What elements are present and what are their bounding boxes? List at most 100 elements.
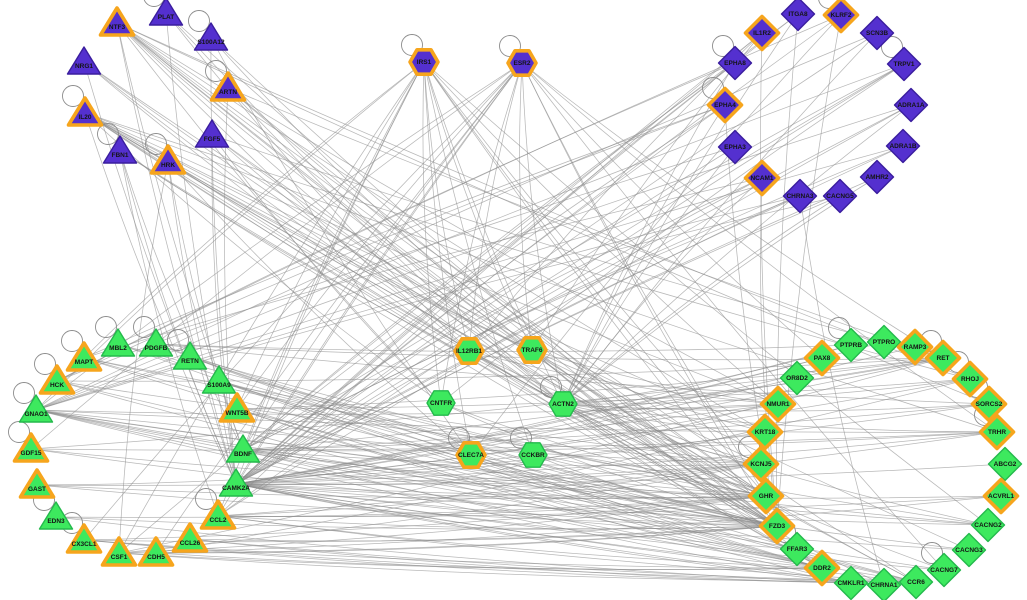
node-cntfr[interactable]: CNTFR (426, 390, 456, 416)
node-ntf3[interactable]: NTF3 (98, 6, 136, 37)
node-adra1b[interactable]: ADRA1B (885, 128, 921, 164)
diamond-shape (859, 15, 895, 51)
triangle-shape (193, 22, 229, 51)
node-gdf15[interactable]: GDF15 (12, 432, 50, 463)
node-edn3[interactable]: EDN3 (38, 501, 74, 530)
edge (242, 431, 998, 452)
edge (117, 343, 778, 527)
node-amhr2[interactable]: AMHR2 (859, 159, 895, 195)
edge (56, 62, 736, 382)
node-fgf5[interactable]: FGF5 (194, 119, 230, 148)
triangle-shape (225, 434, 261, 463)
node-cacng3[interactable]: CACNG3 (951, 532, 987, 568)
diamond-shape (706, 86, 744, 124)
diamond-shape (926, 552, 962, 588)
node-nrg1[interactable]: NRG1 (66, 46, 102, 75)
edge (242, 62, 523, 451)
node-epha3[interactable]: EPHA3 (717, 129, 753, 165)
triangle-shape (199, 499, 237, 530)
edge (242, 177, 763, 451)
edge (116, 22, 237, 485)
edge (470, 454, 778, 527)
edge (468, 62, 523, 352)
node-actn2[interactable]: ACTN2 (548, 391, 578, 417)
hexagon-shape (453, 337, 485, 365)
triangle-shape (100, 328, 136, 357)
edge (236, 408, 778, 527)
node-cmklr1[interactable]: CMKLR1 (833, 565, 869, 600)
edge (235, 195, 801, 485)
edge (422, 61, 442, 404)
edge (235, 483, 989, 526)
node-esr2[interactable]: ESR2 (506, 49, 538, 77)
edge (423, 61, 767, 497)
edge (440, 402, 778, 527)
hexagon-shape (506, 49, 538, 77)
edge (235, 357, 823, 485)
node-gnao1[interactable]: GNAO1 (18, 394, 54, 423)
node-hrk[interactable]: HRK (149, 144, 187, 175)
node-il20[interactable]: IL20 (66, 96, 104, 127)
edge (532, 454, 778, 527)
node-itga8[interactable]: ITGA8 (780, 0, 816, 32)
edge (242, 449, 762, 467)
diamond-shape (893, 87, 929, 123)
node-clec7a[interactable]: CLEC7A (455, 441, 487, 469)
node-scn3b[interactable]: SCN3B (859, 15, 895, 51)
diamond-shape (924, 339, 962, 377)
node-irs1[interactable]: IRS1 (408, 48, 440, 76)
edge (189, 538, 852, 584)
node-rhoj[interactable]: RHOJ (951, 360, 989, 398)
self-loop (62, 85, 84, 107)
node-il12rb1[interactable]: IL12RB1 (453, 337, 485, 365)
edge (83, 177, 763, 359)
triangle-shape (149, 144, 187, 175)
edge (562, 403, 989, 526)
node-epha4[interactable]: EPHA4 (706, 86, 744, 124)
edge (155, 343, 852, 352)
diamond-shape (951, 360, 989, 398)
node-trpv1[interactable]: TRPV1 (886, 46, 922, 82)
node-mbl2[interactable]: MBL2 (100, 328, 136, 357)
node-trhr[interactable]: TRHR (978, 413, 1016, 451)
node-bdnf[interactable]: BDNF (225, 434, 261, 463)
node-ptpro[interactable]: PTPRO (866, 324, 902, 360)
triangle-shape (18, 468, 56, 499)
edge (35, 195, 801, 411)
node-chrna1[interactable]: CHRNA1 (866, 567, 902, 600)
edge (118, 13, 799, 554)
node-fbn1[interactable]: FBN1 (102, 135, 138, 164)
diamond-shape (717, 129, 753, 165)
node-plat[interactable]: PLAT (148, 0, 184, 26)
diamond-shape (833, 565, 869, 600)
edge (224, 87, 237, 485)
edge (760, 177, 778, 527)
edge (235, 483, 970, 551)
edge (242, 104, 726, 451)
triangle-shape (172, 341, 208, 370)
diamond-shape (779, 531, 815, 567)
node-abcg2[interactable]: ABCG2 (987, 446, 1023, 482)
edge (35, 62, 523, 411)
self-loop (712, 35, 734, 57)
edge (55, 495, 767, 518)
edge (83, 61, 470, 352)
diamond-shape (743, 14, 781, 52)
node-sorcs2[interactable]: SORCS2 (970, 385, 1008, 423)
node-traf6[interactable]: TRAF6 (516, 336, 548, 364)
node-s100a12[interactable]: S100A12 (193, 22, 229, 51)
node-adra1a[interactable]: ADRA1A (893, 87, 929, 123)
edge (562, 403, 762, 465)
node-klrf2[interactable]: KLRF2 (822, 0, 860, 34)
edge (189, 525, 778, 542)
triangle-shape (138, 328, 174, 357)
node-cckbr[interactable]: CCKBR (518, 442, 548, 468)
edge (36, 463, 762, 486)
edge (155, 62, 523, 554)
triangle-shape (12, 432, 50, 463)
node-gast[interactable]: GAST (18, 468, 56, 499)
diamond-shape (758, 507, 796, 545)
node-acvrl1[interactable]: ACVRL1 (982, 477, 1020, 515)
node-artn[interactable]: ARTN (209, 71, 247, 102)
